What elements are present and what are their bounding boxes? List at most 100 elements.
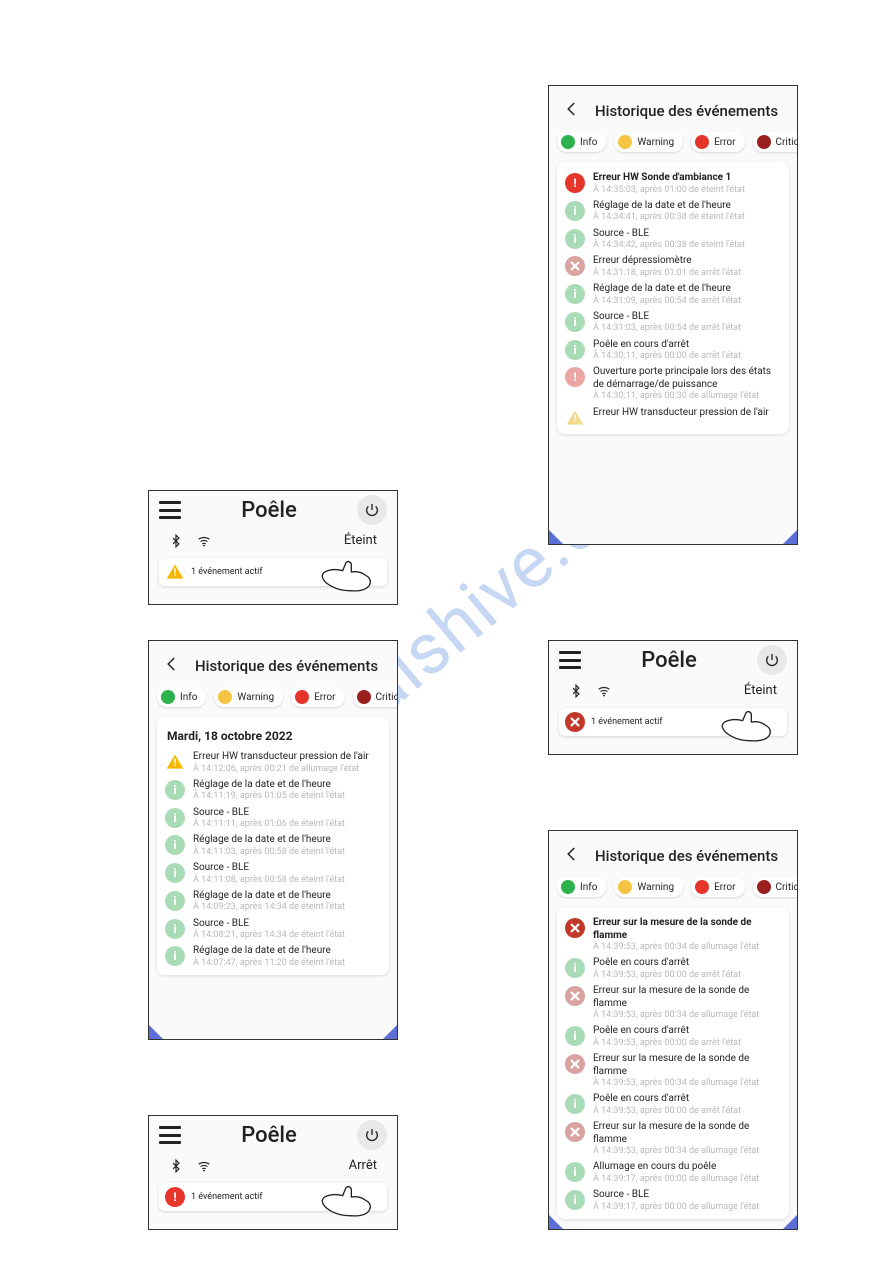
event-row[interactable]: Erreur sur la mesure de la sonde de flam… [565,915,781,955]
event-row[interactable]: i Réglage de la date et de l'heure À 14:… [165,943,381,971]
event-row[interactable]: i Source - BLE À 14:39:17, après 00:00 d… [565,1187,781,1215]
active-event-chip[interactable]: ! 1 événement actif [159,558,387,586]
filter-info[interactable]: Info [157,687,206,707]
power-button[interactable] [357,1120,387,1150]
filter-critical[interactable]: Critical [753,877,798,897]
filter-warning[interactable]: Warning [214,687,283,707]
event-icon [565,1054,585,1074]
history-panel-left: Historique des événements InfoWarningErr… [148,640,398,1040]
event-row[interactable]: Erreur sur la mesure de la sonde de flam… [565,983,781,1023]
event-icon: i [165,808,185,828]
filter-label: Error [714,882,735,893]
back-button[interactable] [563,100,581,122]
critical-dot-icon [357,690,371,704]
warning-dot-icon [218,690,232,704]
event-subtitle: À 14:11:11, après 01:06 de éteint l'état [193,819,345,830]
poele-widget-error: Poêle Arrêt ! 1 événement actif [148,1115,398,1230]
filter-critical[interactable]: Critical [753,132,798,152]
event-subtitle: À 14:39:53, après 00:34 de allumage l'ét… [593,1146,781,1157]
filter-label: Critical [776,137,798,148]
event-row[interactable]: i Poêle en cours d'arrêt À 14:39:53, apr… [565,955,781,983]
bluetooth-icon [569,684,583,698]
power-button[interactable] [357,495,387,525]
event-row[interactable]: Erreur sur la mesure de la sonde de flam… [565,1119,781,1159]
chip-text: 1 événement actif [191,1192,263,1202]
filter-error[interactable]: Error [291,687,344,707]
info-dot-icon [561,880,575,894]
filter-label: Warning [237,692,274,703]
event-subtitle: À 14:11:08, après 00:58 de éteint l'état [193,875,345,886]
filter-info[interactable]: Info [557,877,606,897]
active-event-chip[interactable]: ! 1 événement actif [159,1183,387,1211]
event-icon [565,986,585,1006]
event-row[interactable]: i Réglage de la date et de l'heure À 14:… [165,777,381,805]
event-row[interactable]: Erreur dépressiomètre À 14:31:18, après … [565,253,781,281]
event-card: Mardi, 18 octobre 2022 ! Erreur HW trans… [157,717,389,975]
event-row[interactable]: i Réglage de la date et de l'heure À 14:… [165,888,381,916]
event-row[interactable]: i Source - BLE À 14:11:11, après 01:06 d… [165,805,381,833]
event-row[interactable]: i Poêle en cours d'arrêt À 14:39:53, apr… [565,1023,781,1051]
event-title: Réglage de la date et de l'heure [193,945,345,958]
event-subtitle: À 14:31:09, après 00:54 de arrêt l'état [593,296,741,307]
event-icon: i [165,946,185,966]
menu-icon[interactable] [159,1126,181,1144]
back-button[interactable] [563,845,581,867]
info-dot-icon [561,135,575,149]
filter-info[interactable]: Info [557,132,606,152]
event-row[interactable]: i Allumage en cours du poêle À 14:39:17,… [565,1159,781,1187]
power-icon [764,652,780,668]
menu-icon[interactable] [559,651,581,669]
active-event-chip[interactable]: 1 événement actif [559,708,787,736]
event-row[interactable]: ! Erreur HW transducteur pression de l'a… [165,749,381,777]
event-row[interactable]: i Réglage de la date et de l'heure À 14:… [165,832,381,860]
event-subtitle: À 14:39:53, après 00:34 de allumage l'ét… [593,942,781,953]
filter-critical[interactable]: Critical [353,687,398,707]
event-subtitle: À 14:08:21, après 14:34 de éteint l'état [193,930,345,941]
bluetooth-icon [169,534,183,548]
bluetooth-icon [169,1159,183,1173]
event-row[interactable]: i Source - BLE À 14:34:42, après 00:38 d… [565,226,781,254]
back-button[interactable] [163,655,181,677]
event-icon: i [565,312,585,332]
info-dot-icon [161,690,175,704]
warning-dot-icon [618,880,632,894]
filter-label: Critical [376,692,398,703]
event-title: Source - BLE [593,1189,759,1202]
event-subtitle: À 14:39:53, après 00:00 de arrêt l'état [593,1038,741,1049]
event-icon: i [165,780,185,800]
event-row[interactable]: i Poêle en cours d'arrêt À 14:39:53, apr… [565,1091,781,1119]
event-icon: i [565,229,585,249]
app-title: Poêle [241,498,297,523]
filter-error[interactable]: Error [691,877,744,897]
tap-hand-icon [311,1181,381,1225]
event-icon: ! [565,173,585,193]
event-row[interactable]: i Source - BLE À 14:31:03, après 00:54 d… [565,309,781,337]
filter-label: Warning [637,882,674,893]
date-heading: Mardi, 18 octobre 2022 [165,725,381,749]
event-row[interactable]: i Poêle en cours d'arrêt À 14:30:11, apr… [565,337,781,365]
filter-warning[interactable]: Warning [614,877,683,897]
filter-warning[interactable]: Warning [614,132,683,152]
event-row[interactable]: ! Ouverture porte principale lors des ét… [565,364,781,404]
event-row[interactable]: i Source - BLE À 14:08:21, après 14:34 d… [165,916,381,944]
event-subtitle: À 14:39:53, après 00:34 de allumage l'ét… [593,1078,781,1089]
error-icon: ! [165,1187,185,1207]
chip-text: 1 événement actif [591,717,663,727]
corner-accent [149,1025,163,1039]
menu-icon[interactable] [159,501,181,519]
event-row[interactable]: ! Erreur HW transducteur pression de l'a… [565,405,781,430]
event-icon: i [565,284,585,304]
error-dot-icon [695,880,709,894]
filter-error[interactable]: Error [691,132,744,152]
event-row[interactable]: ! Erreur HW Sonde d'ambiance 1 À 14:35:0… [565,170,781,198]
filter-label: Critical [776,882,798,893]
event-icon [565,1122,585,1142]
event-row[interactable]: Erreur sur la mesure de la sonde de flam… [565,1051,781,1091]
event-row[interactable]: i Source - BLE À 14:11:08, après 00:58 d… [165,860,381,888]
event-icon: i [165,863,185,883]
event-row[interactable]: i Réglage de la date et de l'heure À 14:… [565,198,781,226]
event-title: Réglage de la date et de l'heure [193,890,345,903]
filter-row: Info Warning Error Critical [549,132,797,162]
event-row[interactable]: i Réglage de la date et de l'heure À 14:… [565,281,781,309]
power-button[interactable] [757,645,787,675]
